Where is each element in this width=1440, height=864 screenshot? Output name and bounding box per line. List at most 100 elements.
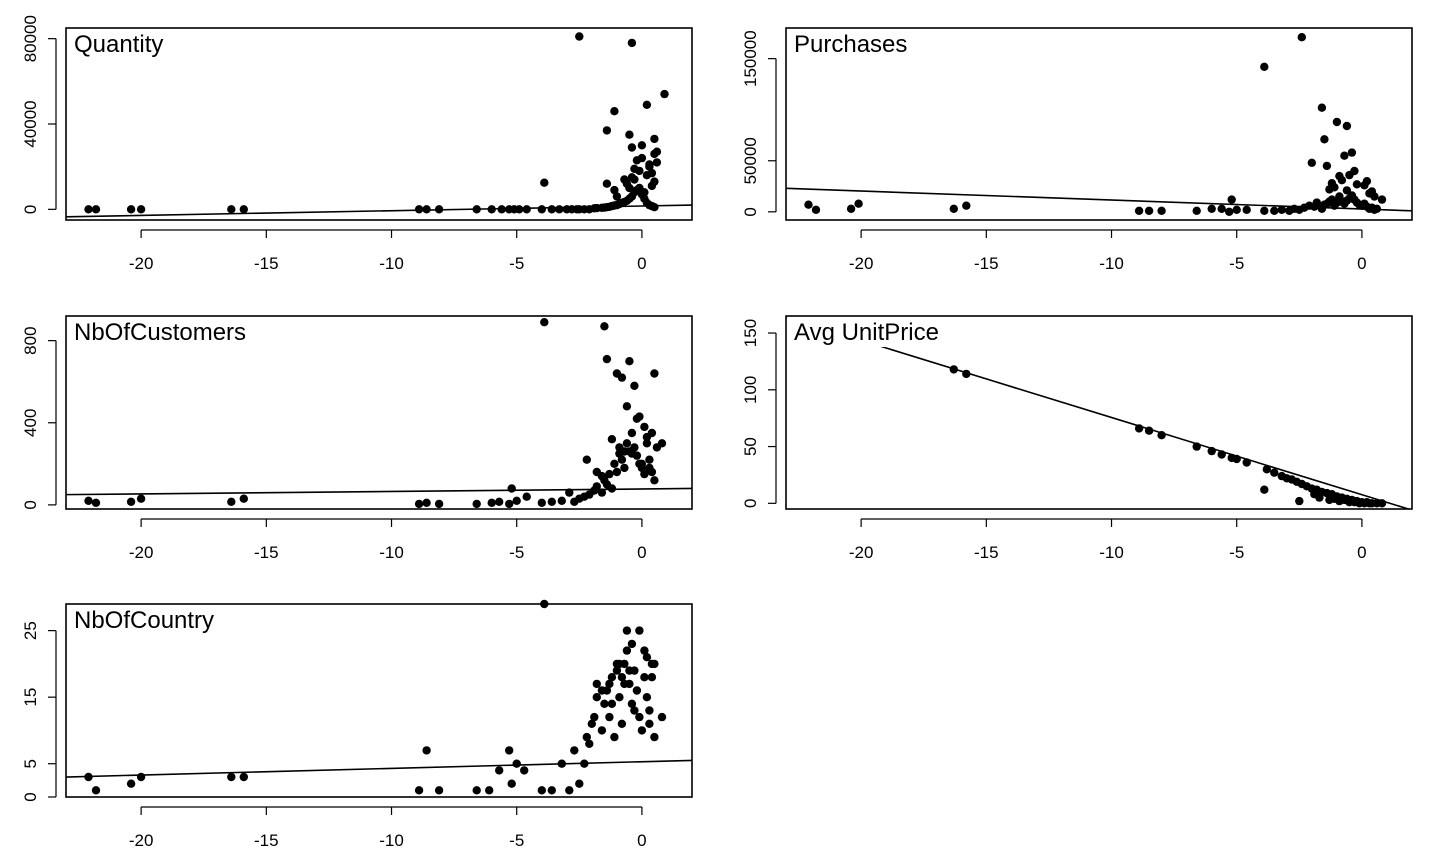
data-point <box>607 673 617 682</box>
y-tick-label: 15 <box>21 688 40 707</box>
data-point <box>650 203 659 212</box>
data-point <box>597 686 607 695</box>
x-tick-label: 0 <box>637 254 646 273</box>
y-tick-label: 0 <box>21 205 40 214</box>
x-axis: -20 -15 -10 -5 0 <box>129 229 647 273</box>
data-point <box>630 381 639 390</box>
data-point <box>84 496 93 505</box>
data-point <box>854 199 863 208</box>
data-point <box>645 160 654 169</box>
data-point <box>642 653 652 662</box>
x-tick-label: -15 <box>974 254 999 273</box>
x-tick-label: -15 <box>974 543 999 562</box>
data-point <box>602 179 612 188</box>
data-point <box>505 746 514 755</box>
data-point <box>227 772 236 782</box>
data-point <box>645 455 654 464</box>
x-tick-label: -10 <box>379 831 404 850</box>
data-point <box>622 402 632 411</box>
data-point <box>557 496 566 505</box>
data-point <box>1360 499 1369 508</box>
data-point <box>615 693 624 702</box>
data-point <box>547 497 556 506</box>
y-tick-label: 80000 <box>21 15 40 62</box>
data-point <box>575 32 584 41</box>
data-point <box>645 463 654 473</box>
data-point <box>846 204 856 213</box>
data-point <box>610 107 619 116</box>
data-point <box>642 693 652 702</box>
data-point <box>592 482 601 491</box>
x-tick-label: 0 <box>637 831 646 850</box>
data-point <box>1340 151 1349 160</box>
y-axis: 0 400 800 <box>21 326 57 510</box>
points <box>84 32 669 214</box>
data-point <box>804 200 813 209</box>
data-point <box>570 746 579 755</box>
data-point <box>1340 495 1349 505</box>
data-point <box>622 626 632 635</box>
data-point <box>642 439 652 448</box>
data-point <box>605 712 614 722</box>
data-point <box>635 412 644 421</box>
data-point <box>1342 186 1352 195</box>
data-point <box>652 158 662 167</box>
data-point <box>422 746 431 755</box>
data-point <box>1322 161 1332 171</box>
x-tick-label: -20 <box>129 831 154 850</box>
data-point <box>949 204 958 213</box>
x-axis: -20 -15 -10 -5 0 <box>129 518 647 562</box>
data-point <box>1270 468 1279 477</box>
data-point <box>565 488 574 497</box>
data-point <box>1360 181 1369 190</box>
data-point <box>1242 205 1251 214</box>
y-tick-label: 0 <box>21 792 40 801</box>
data-point <box>627 699 637 708</box>
data-point <box>622 439 632 448</box>
y-axis: 0 5 15 25 <box>21 621 57 802</box>
data-point <box>537 205 546 214</box>
x-tick-label: -5 <box>509 543 524 562</box>
x-tick-label: -10 <box>379 254 404 273</box>
data-point <box>1192 206 1201 215</box>
panel-title: Quantity <box>74 31 163 58</box>
x-tick-label: -5 <box>1229 254 1244 273</box>
data-point <box>645 719 654 728</box>
data-point <box>91 498 101 507</box>
data-point <box>652 443 662 452</box>
data-point <box>650 659 659 669</box>
data-point <box>582 732 591 742</box>
x-tick-label: 0 <box>1357 543 1366 562</box>
data-point <box>617 719 627 728</box>
data-point <box>632 686 642 695</box>
data-point <box>1310 490 1319 499</box>
data-point <box>1297 33 1307 42</box>
data-point <box>1345 170 1354 180</box>
data-point <box>811 205 821 214</box>
data-point <box>1157 206 1166 215</box>
y-tick-label: 800 <box>21 326 40 354</box>
data-point <box>592 693 601 702</box>
data-point <box>1337 176 1347 185</box>
y-tick-label: 150000 <box>741 30 760 87</box>
plot-frame <box>785 315 1413 510</box>
data-point <box>612 192 622 201</box>
data-point <box>597 488 607 497</box>
y-tick-label: 5 <box>21 759 40 768</box>
data-point <box>627 428 637 438</box>
data-point <box>547 205 556 214</box>
panel-title: Avg UnitPrice <box>794 319 939 346</box>
data-point <box>625 679 634 689</box>
data-point <box>635 712 644 722</box>
points <box>949 365 1387 508</box>
data-point <box>434 786 444 795</box>
data-point <box>597 726 607 735</box>
data-point <box>640 422 649 432</box>
data-point <box>642 171 652 180</box>
y-tick-label: 50 <box>741 437 760 456</box>
data-point <box>610 732 619 742</box>
data-point <box>620 447 629 456</box>
data-point <box>505 499 514 509</box>
data-point <box>637 459 647 468</box>
